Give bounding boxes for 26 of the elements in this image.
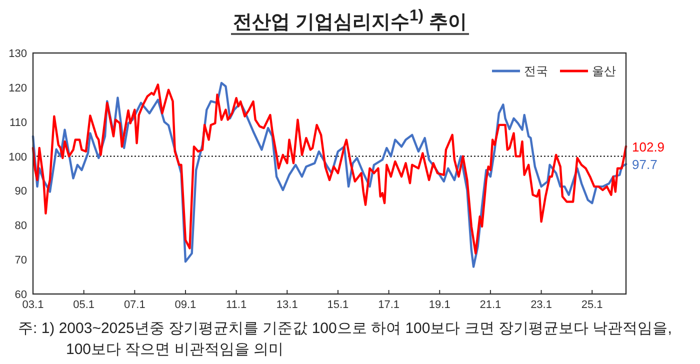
x-tick-label: 21.1 xyxy=(480,299,502,311)
y-tick-label: 70 xyxy=(14,254,27,267)
legend-label: 울산 xyxy=(592,64,616,78)
x-tick-label: 23.1 xyxy=(530,299,552,311)
y-tick-label: 100 xyxy=(8,151,27,164)
y-tick-label: 80 xyxy=(14,220,27,232)
x-tick-label: 11.1 xyxy=(226,299,247,311)
y-tick-label: 90 xyxy=(14,186,27,198)
text: 주: 1) 2003~2025년중 장기평균치를 기준값 100으로 하여 100보다 크면 장기평균보다 낙관적임을, 100보다 작으면 비관적임을 의미 xyxy=(18,319,673,360)
legend-label: 전국 xyxy=(524,64,548,78)
y-tick-label: 130 xyxy=(8,48,27,60)
x-tick-label: 05.1 xyxy=(73,299,95,311)
x-tick-label: 07.1 xyxy=(124,299,146,311)
y-tick-label: 60 xyxy=(14,289,27,301)
x-tick-label: 15.1 xyxy=(327,299,349,311)
y-tick-label: 110 xyxy=(9,116,27,129)
x-tick-label: 19.1 xyxy=(428,299,450,311)
x-tick-label: 03.1 xyxy=(22,299,44,311)
x-tick-label: 25.1 xyxy=(581,299,603,311)
x-tick-label: 17.1 xyxy=(378,299,400,311)
annotation: 102.9 xyxy=(632,139,665,154)
annotation: 97.7 xyxy=(632,157,658,172)
x-tick-label: 09.1 xyxy=(174,299,196,311)
y-tick-label: 120 xyxy=(8,82,27,94)
chart-title: 전산업 기업심리지수$^{1)}$ 추이 xyxy=(232,8,468,36)
x-tick-label: 13.1 xyxy=(276,299,298,311)
